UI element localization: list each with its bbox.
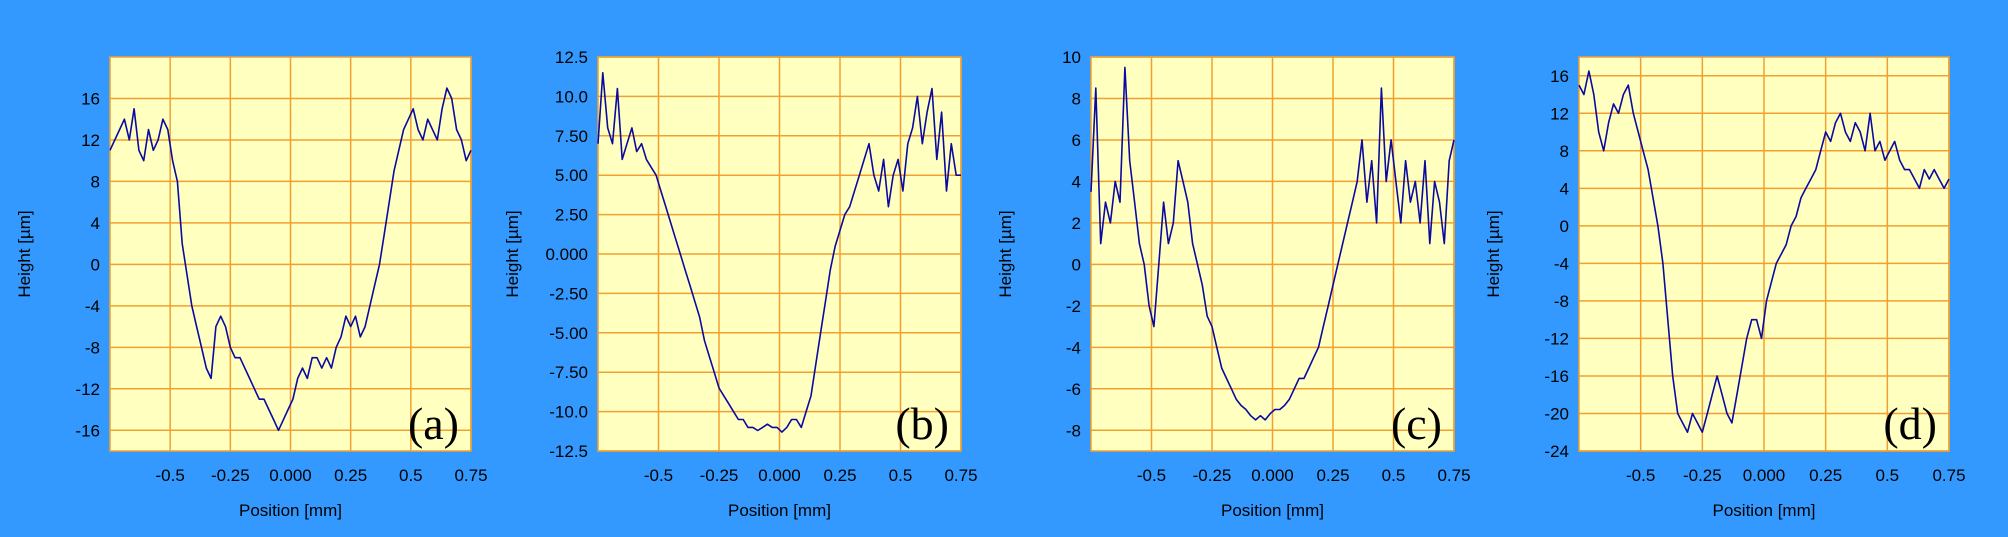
y-tick-label: 16	[1550, 67, 1569, 86]
y-tick-label: 6	[1072, 131, 1081, 150]
y-tick-label: 12	[81, 131, 100, 150]
x-tick-label: 0.25	[334, 466, 367, 485]
x-tick-label: 0.000	[758, 466, 801, 485]
y-tick-label: 10.0	[555, 87, 588, 106]
y-tick-label: 4	[1560, 179, 1569, 198]
chart-panel-1: -0.5 -0.25 0.000 0.25 0.5 0.75 -16 -12 -8 -4 0 4 8 12…	[15, 56, 488, 520]
panel-label: (c)	[1391, 398, 1442, 449]
x-tick-label: -0.25	[1193, 466, 1232, 485]
y-tick-label: -24	[1544, 442, 1569, 461]
y-tick-label: -4	[1554, 254, 1569, 273]
x-tick-label: -0.5	[644, 466, 673, 485]
x-tick-label: -0.5	[1626, 466, 1655, 485]
x-tick-label: 0.000	[1251, 466, 1294, 485]
x-tick-label: 0.75	[454, 466, 487, 485]
x-tick-label: 0.25	[823, 466, 856, 485]
y-tick-label: 4	[1072, 172, 1081, 191]
chart-panel-2: -0.5 -0.25 0.000 0.25 0.5 0.75 -12.5 -10.0 -7.50…	[503, 48, 978, 520]
x-axis-title: Position [mm]	[1713, 501, 1816, 520]
y-tick-label: -5.00	[549, 324, 588, 343]
x-tick-label: 0.75	[1932, 466, 1965, 485]
chart-panel-4: -0.5 -0.25 0.000 0.25 0.5 0.75 -24 -20 -16 -12 -8 -…	[1484, 56, 1966, 520]
panel-label: (b)	[895, 398, 949, 449]
y-tick-label: 0	[91, 255, 100, 274]
panel-label: (a)	[408, 398, 459, 449]
y-tick-label: 2	[1072, 214, 1081, 233]
y-tick-label: 0.000	[545, 245, 588, 264]
y-axis-title: Height [µm]	[996, 210, 1015, 297]
data-series-line	[597, 72, 961, 433]
y-tick-label: -10.0	[549, 403, 588, 422]
y-tick-label: -4	[1066, 338, 1081, 357]
y-tick-label: 10	[1062, 48, 1081, 67]
y-tick-label: 0	[1560, 217, 1569, 236]
x-tick-label: -0.5	[156, 466, 185, 485]
x-tick-label: 0.75	[944, 466, 977, 485]
x-tick-label: -0.25	[211, 466, 250, 485]
y-tick-label: 8	[91, 172, 100, 191]
y-tick-label: -16	[75, 421, 100, 440]
y-tick-label: 8	[1072, 89, 1081, 108]
y-tick-label: 2.50	[555, 206, 588, 225]
x-tick-label: -0.25	[1683, 466, 1722, 485]
x-tick-label: -0.25	[700, 466, 739, 485]
y-tick-label: 4	[91, 214, 100, 233]
x-axis-title: Position [mm]	[1221, 501, 1324, 520]
y-tick-label: 16	[81, 89, 100, 108]
y-tick-label: -6	[1066, 380, 1081, 399]
y-tick-label: 8	[1560, 142, 1569, 161]
data-series-line	[1090, 66, 1455, 421]
y-axis-title: Height [µm]	[503, 210, 522, 297]
y-tick-label: 5.00	[555, 166, 588, 185]
x-tick-label: -0.5	[1137, 466, 1166, 485]
y-tick-label: -8	[85, 338, 100, 357]
y-tick-label: -8	[1554, 292, 1569, 311]
x-tick-label: 0.5	[399, 466, 423, 485]
y-tick-label: -2	[1066, 297, 1081, 316]
x-tick-label: 0.5	[889, 466, 913, 485]
y-tick-label: -20	[1544, 404, 1569, 423]
y-axis-title: Height [µm]	[15, 210, 34, 297]
data-series-line	[1578, 70, 1950, 434]
panel-label: (d)	[1883, 398, 1937, 449]
x-tick-label: 0.25	[1809, 466, 1842, 485]
x-tick-label: 0.75	[1437, 466, 1470, 485]
x-tick-label: 0.000	[1743, 466, 1786, 485]
y-tick-label: 7.50	[555, 127, 588, 146]
y-tick-label: -4	[85, 297, 100, 316]
x-tick-label: 0.000	[269, 466, 312, 485]
y-tick-label: -2.50	[549, 284, 588, 303]
x-tick-label: 0.5	[1876, 466, 1900, 485]
chart-panel-3: -0.5 -0.25 0.000 0.25 0.5 0.75 -8 -6 -4 -2 0 2 4 6 8 10…	[996, 48, 1471, 520]
y-tick-label: -7.50	[549, 363, 588, 382]
x-axis-title: Position [mm]	[239, 501, 342, 520]
x-tick-label: 0.5	[1382, 466, 1406, 485]
y-tick-label: 12.5	[555, 48, 588, 67]
y-tick-label: -12	[75, 380, 100, 399]
y-axis-title: Height [µm]	[1484, 210, 1503, 297]
data-series-line	[109, 87, 472, 432]
y-tick-label: 0	[1072, 255, 1081, 274]
x-axis-title: Position [mm]	[728, 501, 831, 520]
y-tick-label: -16	[1544, 367, 1569, 386]
x-tick-label: 0.25	[1316, 466, 1349, 485]
y-tick-label: -8	[1066, 421, 1081, 440]
y-tick-label: -12	[1544, 329, 1569, 348]
y-tick-label: -12.5	[549, 442, 588, 461]
y-tick-label: 12	[1550, 104, 1569, 123]
